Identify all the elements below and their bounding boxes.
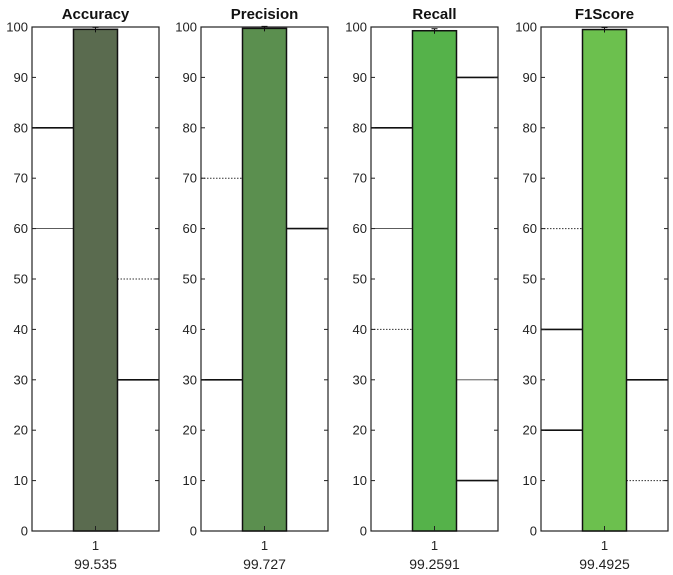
y-tick-label: 0	[190, 524, 197, 539]
bar-precision	[241, 27, 288, 532]
y-tick-label: 90	[353, 70, 367, 85]
panel-title: F1Score	[575, 6, 634, 23]
panel-title: Recall	[412, 6, 456, 23]
panel-precision: 0 10 20 30 40 50 60 70 80 90 100 1 99.727 Precision	[175, 6, 329, 572]
y-tick-label: 90	[14, 70, 28, 85]
y-tick-label: 40	[183, 322, 197, 337]
y-tick-label: 20	[523, 423, 537, 438]
value-label: 99.2591	[409, 556, 460, 572]
y-tick-label: 50	[353, 272, 367, 287]
y-tick-label: 60	[183, 221, 197, 236]
y-tick-label: 50	[183, 272, 197, 287]
y-tick-label: 100	[175, 20, 197, 35]
y-tick-label: 50	[523, 272, 537, 287]
y-tick-label: 90	[523, 70, 537, 85]
value-label: 99.4925	[579, 556, 630, 572]
y-tick-label: 90	[183, 70, 197, 85]
x-tick-label: 1	[261, 538, 268, 553]
bar-recall	[411, 29, 458, 532]
y-tick-label: 60	[523, 221, 537, 236]
y-tick-label: 10	[14, 473, 28, 488]
y-tick-label: 0	[360, 524, 367, 539]
y-tick-label: 80	[183, 120, 197, 135]
y-tick-label: 10	[353, 473, 367, 488]
y-tick-label: 40	[14, 322, 28, 337]
y-tick-label: 100	[345, 20, 367, 35]
y-tick-label: 70	[14, 171, 28, 186]
panel-title: Precision	[231, 6, 299, 23]
panel-f1score: 0 10 20 30 40 50 60 70 80 90 100 1 99.4925 F1Score	[515, 6, 669, 572]
x-tick-label: 1	[431, 538, 438, 553]
y-tick-label: 10	[523, 473, 537, 488]
y-tick-label: 60	[14, 221, 28, 236]
value-label: 99.535	[74, 556, 117, 572]
value-label: 99.727	[243, 556, 286, 572]
y-tick-label: 30	[183, 372, 197, 387]
y-tick-label: 80	[523, 120, 537, 135]
y-tick-label: 10	[183, 473, 197, 488]
y-tick-label: 30	[353, 372, 367, 387]
y-tick-label: 80	[14, 120, 28, 135]
y-tick-label: 30	[14, 372, 28, 387]
y-tick-label: 100	[6, 20, 28, 35]
y-tick-label: 60	[353, 221, 367, 236]
y-tick-label: 20	[183, 423, 197, 438]
x-tick-label: 1	[92, 538, 99, 553]
y-tick-label: 70	[523, 171, 537, 186]
panel-accuracy: 0 10 20 30 40 50 60 70 80 90 100 1 99.535 Accuracy	[6, 6, 160, 572]
y-tick-label: 80	[353, 120, 367, 135]
y-tick-label: 0	[21, 524, 28, 539]
x-tick-label: 1	[601, 538, 608, 553]
y-tick-label: 30	[523, 372, 537, 387]
y-tick-label: 50	[14, 272, 28, 287]
bar-f1score	[581, 28, 628, 532]
y-tick-label: 0	[530, 524, 537, 539]
y-tick-label: 20	[353, 423, 367, 438]
panel-recall: 0 10 20 30 40 50 60 70 80 90 100 1 99.2591 Recall	[345, 6, 499, 572]
panel-title: Accuracy	[62, 6, 130, 23]
y-tick-label: 70	[183, 171, 197, 186]
bar-accuracy	[72, 28, 119, 532]
y-tick-label: 40	[523, 322, 537, 337]
y-tick-label: 70	[353, 171, 367, 186]
y-tick-label: 20	[14, 423, 28, 438]
y-tick-label: 100	[515, 20, 537, 35]
y-tick-label: 40	[353, 322, 367, 337]
